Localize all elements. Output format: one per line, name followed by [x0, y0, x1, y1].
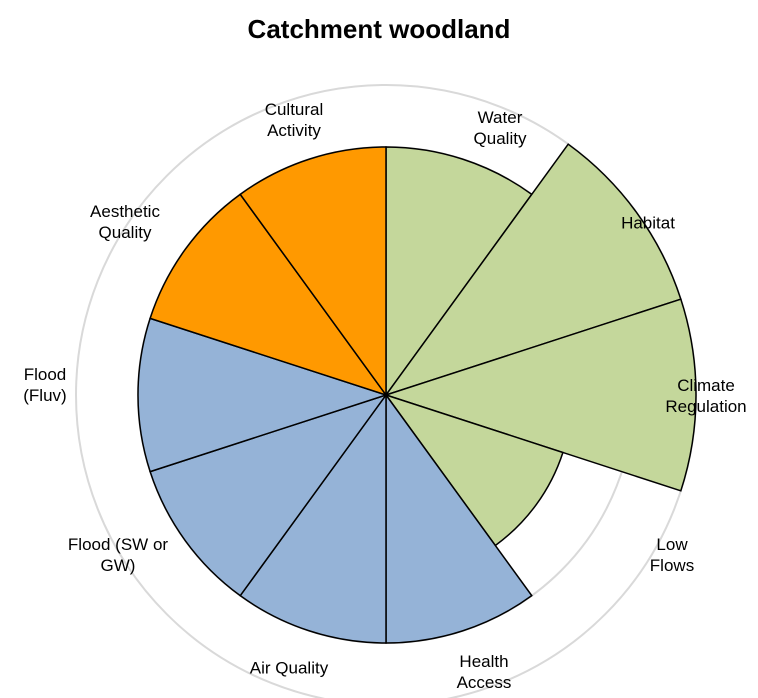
wedge	[385, 392, 533, 644]
wedge	[137, 317, 389, 473]
wedge	[149, 393, 388, 597]
wedge	[239, 392, 387, 644]
category-label: Air Quality	[249, 658, 329, 678]
category-label: Water Quality	[473, 108, 527, 148]
category-label: Flood (SW or GW)	[67, 535, 169, 575]
wedge	[384, 143, 682, 397]
category-label: Low Flows	[649, 535, 695, 575]
category-label: Health Access	[456, 652, 512, 692]
category-label: Aesthetic Quality	[90, 202, 160, 242]
wedge	[239, 146, 387, 398]
chart-title: Catchment woodland	[247, 14, 511, 44]
wedge	[383, 298, 697, 492]
wedge	[384, 393, 564, 547]
wedge	[385, 146, 533, 398]
wedge	[149, 193, 388, 397]
category-label: Flood (Fluv)	[23, 365, 67, 405]
category-label: Habitat	[621, 213, 675, 233]
category-label: Cultural Activity	[264, 100, 324, 140]
category-label: Climate Regulation	[665, 376, 747, 416]
